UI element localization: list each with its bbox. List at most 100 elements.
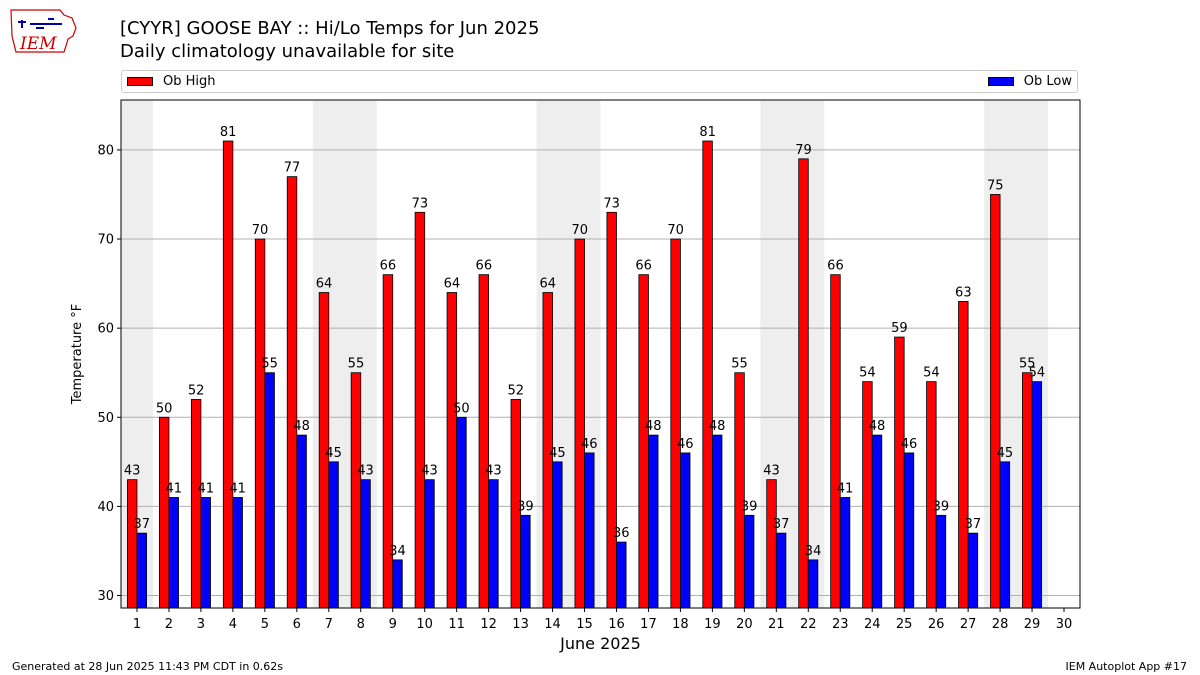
data-label-high: 66 (635, 259, 652, 274)
bar-low (584, 452, 595, 609)
bar-high (542, 292, 553, 609)
data-label-high: 63 (955, 285, 972, 300)
bar-high (382, 274, 394, 609)
y-tick-label: 40 (97, 500, 114, 515)
data-label-low: 39 (741, 499, 758, 514)
x-tick-label: 23 (832, 617, 849, 632)
y-tick-label: 80 (97, 143, 114, 158)
iowa-outline-icon (10, 9, 77, 53)
weekend-band (312, 100, 377, 608)
bar-low (967, 532, 979, 609)
data-label-low: 37 (134, 517, 151, 532)
data-label-high: 54 (859, 366, 876, 381)
weekend-band (121, 100, 153, 608)
bar-low (552, 461, 563, 609)
x-tick-label: 9 (389, 617, 397, 632)
bar-high (638, 274, 649, 609)
bar-high (478, 274, 490, 609)
bar-high (190, 399, 202, 609)
data-label-low: 41 (837, 481, 854, 496)
x-tick-label: 28 (992, 617, 1009, 632)
bar-low (871, 434, 883, 609)
bar-high (286, 176, 298, 609)
bar-low (648, 434, 659, 609)
bar-high (830, 274, 841, 609)
bar-high (158, 416, 170, 609)
y-tick-label: 70 (97, 233, 114, 248)
data-label-low: 41 (229, 481, 246, 496)
bar-high (1022, 372, 1033, 609)
bar-low (200, 497, 211, 609)
bar-high (798, 158, 809, 609)
legend-swatch-high (127, 77, 153, 86)
bar-high (958, 301, 969, 609)
bar-high (126, 479, 138, 609)
bar-high (606, 211, 617, 609)
data-label-low: 41 (165, 481, 182, 496)
x-tick-label: 16 (608, 617, 625, 632)
bar-high (350, 372, 362, 609)
data-label-high: 52 (508, 383, 525, 398)
bar-low (903, 452, 915, 609)
bar-high (734, 372, 745, 609)
x-tick-label: 19 (704, 617, 721, 632)
data-label-low: 39 (933, 499, 950, 514)
data-label-low: 43 (357, 464, 374, 479)
x-tick-label: 25 (896, 617, 913, 632)
plot-frame (120, 99, 1081, 609)
data-label-low: 48 (645, 419, 662, 434)
chart-legend: Ob High Ob Low (121, 70, 1078, 93)
bar-low (935, 514, 947, 609)
x-tick-label: 27 (960, 617, 977, 632)
x-tick-label: 1 (133, 617, 141, 632)
data-label-low: 54 (1029, 366, 1046, 381)
x-axis-label: June 2025 (559, 634, 641, 653)
bar-low (999, 461, 1011, 609)
data-label-high: 54 (923, 366, 940, 381)
data-label-high: 55 (1019, 357, 1036, 372)
y-tick-label: 60 (97, 322, 114, 337)
bar-low (807, 559, 819, 609)
x-tick-label: 24 (864, 617, 881, 632)
bar-low (711, 434, 723, 609)
bar-low (1031, 381, 1043, 609)
bar-high (990, 194, 1001, 609)
bar-low (839, 497, 851, 609)
bar-low (392, 559, 403, 609)
x-tick-label: 21 (768, 617, 785, 632)
data-label-high: 59 (891, 321, 908, 336)
data-label-high: 79 (795, 143, 812, 158)
x-tick-label: 29 (1024, 617, 1041, 632)
x-tick-label: 30 (1056, 617, 1073, 632)
data-label-low: 45 (549, 446, 566, 461)
data-label-low: 37 (773, 517, 790, 532)
legend-item-high: Ob High (127, 74, 216, 89)
data-label-high: 64 (539, 277, 556, 292)
data-label-low: 37 (965, 517, 982, 532)
bar-high (574, 238, 585, 609)
data-label-low: 39 (517, 499, 534, 514)
data-label-low: 45 (325, 446, 342, 461)
data-label-high: 43 (124, 464, 141, 479)
x-tick-label: 7 (325, 617, 333, 632)
weekend-band (984, 100, 1049, 608)
bar-high (414, 211, 426, 609)
data-label-high: 66 (476, 259, 493, 274)
data-label-high: 64 (444, 277, 461, 292)
bar-low (232, 497, 243, 609)
chart-title: [CYYR] GOOSE BAY :: Hi/Lo Temps for Jun … (120, 18, 540, 39)
data-label-high: 77 (284, 161, 301, 176)
data-label-low: 41 (197, 481, 214, 496)
data-label-high: 73 (603, 196, 620, 211)
iem-logo: IEM (10, 9, 77, 54)
data-label-high: 50 (156, 401, 173, 416)
x-tick-label: 15 (576, 617, 593, 632)
data-label-low: 55 (261, 357, 278, 372)
bar-high (510, 399, 521, 609)
x-tick-label: 13 (512, 617, 529, 632)
bar-low (775, 532, 787, 609)
data-label-low: 48 (293, 419, 310, 434)
x-tick-label: 12 (480, 617, 497, 632)
bar-low (680, 452, 691, 609)
